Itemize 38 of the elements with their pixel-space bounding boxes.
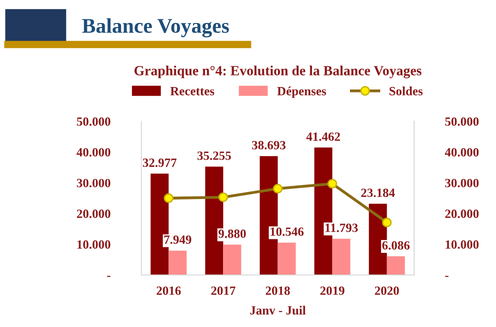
y-tick-label: 40.000 [76, 148, 110, 157]
y2-tick-label: 50.000 [445, 117, 479, 126]
data-label: 32.977 [142, 158, 177, 167]
bar [386, 256, 405, 276]
y-tick-label: 20.000 [76, 210, 110, 218]
y-tick-label: 30.000 [76, 178, 110, 188]
y2-tick-label: 10.000 [446, 240, 479, 249]
x-tick-label: 2018 [266, 286, 290, 295]
y2-tick-label: 30.000 [445, 178, 479, 188]
data-label: 41.462 [306, 132, 340, 141]
legend-label: Recettes [170, 87, 214, 96]
bar [223, 244, 242, 276]
legend-label: Dépenses [277, 86, 326, 98]
y2-tick-label: 40.000 [444, 148, 479, 157]
y-tick-label: - [107, 276, 110, 277]
chart-title: Balance Voyages [82, 18, 229, 38]
data-label: 6.086 [382, 241, 410, 250]
data-label: 38.693 [252, 140, 286, 150]
y2-tick-label: - [445, 276, 448, 277]
data-label: 35.255 [197, 152, 231, 160]
data-label: 10.546 [270, 227, 304, 236]
x-tick-label: 2017 [211, 286, 236, 295]
x-tick-label: 2019 [320, 286, 344, 295]
legend-label: Soldes [390, 86, 423, 96]
data-label: 23.184 [361, 188, 395, 198]
bar [168, 250, 187, 276]
data-label: 9.880 [218, 229, 246, 238]
x-axis-title: Janv - Juil [250, 306, 306, 315]
data-label: 11.793 [325, 224, 358, 232]
bar [278, 242, 296, 276]
y2-tick-label: 20.000 [445, 210, 479, 218]
bar [332, 238, 350, 276]
x-tick-label: 2016 [156, 286, 181, 295]
y-tick-label: 50.000 [76, 117, 110, 126]
data-label: 7.949 [164, 235, 192, 244]
x-tick-label: 2020 [374, 286, 399, 295]
y-tick-label: 10.000 [77, 240, 110, 249]
chart-subtitle: Graphique n°4: Evolution de la Balance Voyages [134, 66, 422, 78]
